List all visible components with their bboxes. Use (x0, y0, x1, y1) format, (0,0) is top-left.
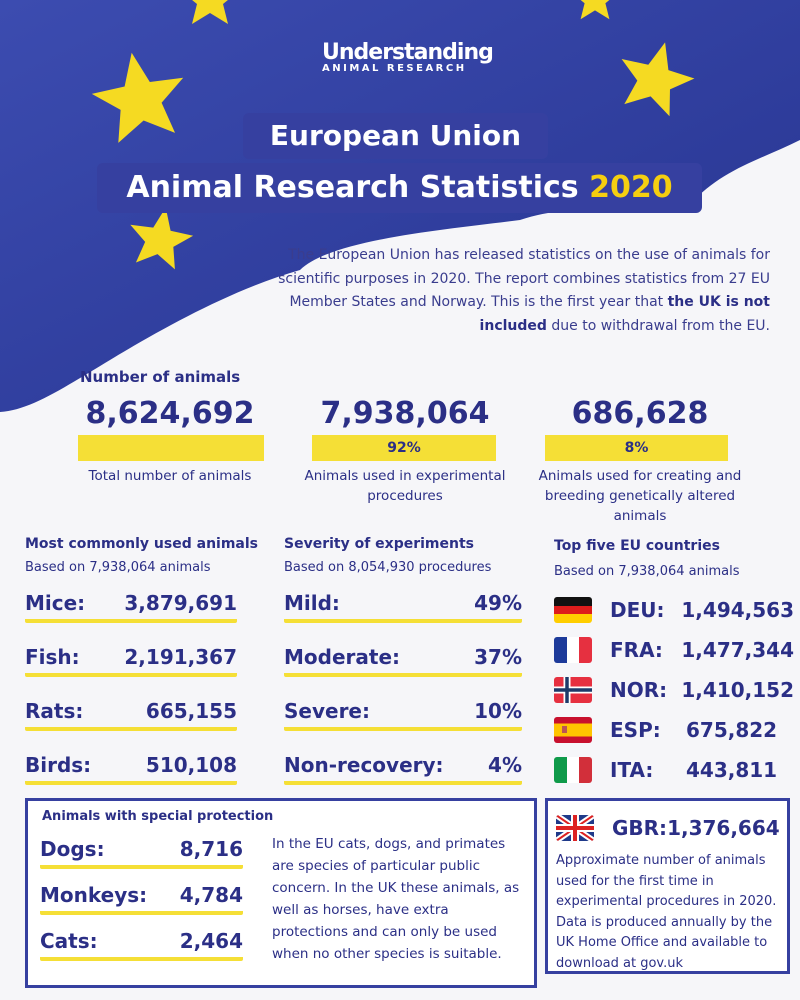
country-value: 1,494,563 (681, 598, 794, 622)
country-row: ESP: 675,822 (554, 713, 794, 747)
brand-line2: ANIMAL RESEARCH (322, 63, 467, 74)
severity-row: Moderate: 37% (284, 645, 522, 677)
uk-code: GBR: (612, 816, 668, 840)
animals-row: Birds: 510,108 (25, 753, 237, 785)
animals-row: Rats: 665,155 (25, 699, 237, 731)
uk-row: GBR: 1,376,664 (556, 811, 780, 845)
title-year: 2020 (589, 170, 673, 205)
stat-bar: 92% (312, 435, 496, 461)
row-value: 665,155 (145, 699, 237, 723)
animals-section: Most commonly used animals Based on 7,93… (25, 536, 275, 807)
title-line1: European Union (243, 113, 548, 159)
row-label: Fish: (25, 645, 80, 669)
stat-value: 8,624,692 (85, 396, 255, 431)
row-value: 37% (474, 645, 522, 669)
country-row: DEU: 1,494,563 (554, 593, 794, 627)
row-label: Moderate: (284, 645, 401, 669)
spain-flag-icon (554, 717, 592, 743)
severity-row: Mild: 49% (284, 591, 522, 623)
row-label: Rats: (25, 699, 84, 723)
country-row: FRA: 1,477,344 (554, 633, 794, 667)
stat-value: 7,938,064 (320, 396, 490, 431)
row-value: 49% (474, 591, 522, 615)
special-heading: Animals with special protection (42, 809, 274, 824)
severity-row: Severe: 10% (284, 699, 522, 731)
special-note: In the EU cats, dogs, and primates are s… (272, 836, 520, 962)
country-code: ITA: (610, 758, 654, 782)
intro-bold: the UK is not included (479, 294, 770, 334)
country-value: 443,811 (686, 758, 778, 782)
stat-experimental: 7,938,064 92% Animals used in experiment… (300, 396, 510, 506)
stat-total: 8,624,692 Total number of animals (70, 396, 270, 486)
special-row: Dogs: 8,716 (40, 837, 243, 869)
uk-value: 1,376,664 (667, 816, 780, 840)
brand-logo: Understanding ANIMAL RESEARCH (322, 40, 494, 74)
italy-flag-icon (554, 757, 592, 783)
row-value: 510,108 (145, 753, 237, 777)
country-code: DEU: (610, 598, 665, 622)
row-label: Dogs: (40, 837, 105, 861)
countries-sub: Based on 7,938,064 animals (554, 564, 740, 579)
country-value: 1,477,344 (681, 638, 794, 662)
norway-flag-icon (554, 677, 592, 703)
row-label: Non-recovery: (284, 753, 444, 777)
uk-flag-icon (556, 815, 594, 841)
row-label: Mild: (284, 591, 340, 615)
severity-section: Severity of experiments Based on 8,054,9… (284, 536, 524, 807)
brand-line1: Understanding (322, 40, 494, 65)
stat-value: 686,628 (571, 396, 709, 431)
uk-box: GBR: 1,376,664 Approximate number of ani… (545, 798, 790, 974)
animals-heading: Most commonly used animals (25, 536, 258, 552)
intro-paragraph: The European Union has released statisti… (260, 244, 770, 338)
row-label: Birds: (25, 753, 92, 777)
stat-bar (78, 435, 264, 461)
animals-row: Mice: 3,879,691 (25, 591, 237, 623)
stat-ga: 686,628 8% Animals used for creating and… (530, 396, 750, 526)
intro-text: The European Union has released statisti… (278, 247, 770, 310)
country-code: FRA: (610, 638, 663, 662)
stat-caption: Animals used in experimental procedures (304, 468, 506, 504)
animals-sub: Based on 7,938,064 animals (25, 560, 211, 575)
country-row: NOR: 1,410,152 (554, 673, 794, 707)
uk-note: Approximate number of animals used for t… (556, 853, 777, 971)
row-label: Monkeys: (40, 883, 148, 907)
row-label: Cats: (40, 929, 98, 953)
stat-bar: 8% (545, 435, 728, 461)
row-value: 8,716 (179, 837, 243, 861)
special-row: Cats: 2,464 (40, 929, 243, 961)
country-value: 1,410,152 (681, 678, 794, 702)
row-value: 10% (474, 699, 522, 723)
title-line2: Animal Research Statistics 2020 (97, 163, 702, 213)
country-value: 675,822 (686, 718, 778, 742)
row-label: Severe: (284, 699, 370, 723)
special-protection-box: Animals with special protection Dogs: 8,7… (25, 798, 537, 988)
country-row: ITA: 443,811 (554, 753, 794, 787)
title-text: Animal Research Statistics (126, 170, 579, 205)
severity-sub: Based on 8,054,930 procedures (284, 560, 492, 575)
stat-caption: Total number of animals (88, 468, 252, 484)
numbers-heading: Number of animals (80, 368, 241, 386)
row-value: 4% (488, 753, 522, 777)
countries-section: Top five EU countries Based on 7,938,064… (554, 538, 794, 793)
row-value: 2,464 (179, 929, 243, 953)
france-flag-icon (554, 637, 592, 663)
severity-heading: Severity of experiments (284, 536, 474, 552)
severity-row: Non-recovery: 4% (284, 753, 522, 785)
country-code: NOR: (610, 678, 668, 702)
animals-row: Fish: 2,191,367 (25, 645, 237, 677)
intro-tail: due to withdrawal from the EU. (551, 317, 770, 334)
special-row: Monkeys: 4,784 (40, 883, 243, 915)
row-value: 2,191,367 (124, 645, 237, 669)
stat-caption: Animals used for creating and breeding g… (538, 468, 742, 524)
row-value: 3,879,691 (124, 591, 237, 615)
germany-flag-icon (554, 597, 592, 623)
row-label: Mice: (25, 591, 86, 615)
row-value: 4,784 (179, 883, 243, 907)
country-code: ESP: (610, 718, 661, 742)
countries-heading: Top five EU countries (554, 538, 720, 554)
